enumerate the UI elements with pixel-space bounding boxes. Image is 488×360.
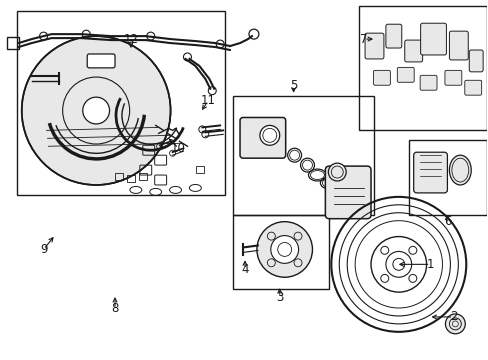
- Text: 10: 10: [171, 142, 185, 155]
- Text: 5: 5: [289, 79, 297, 92]
- Ellipse shape: [448, 155, 470, 185]
- Text: 3: 3: [275, 291, 283, 303]
- Bar: [127, 175, 135, 182]
- FancyBboxPatch shape: [240, 117, 285, 158]
- Bar: [408, 140, 486, 215]
- FancyBboxPatch shape: [464, 80, 481, 95]
- Bar: [233, 215, 328, 289]
- FancyBboxPatch shape: [325, 166, 370, 219]
- Bar: [7, 37, 19, 49]
- Circle shape: [21, 36, 170, 185]
- Bar: [196, 166, 204, 173]
- Circle shape: [327, 163, 346, 181]
- Text: 8: 8: [111, 302, 119, 315]
- FancyBboxPatch shape: [385, 24, 401, 48]
- Text: 11: 11: [201, 94, 215, 107]
- FancyBboxPatch shape: [365, 33, 383, 59]
- Bar: [115, 173, 122, 180]
- Text: 6: 6: [443, 215, 450, 228]
- FancyBboxPatch shape: [448, 31, 468, 60]
- FancyBboxPatch shape: [444, 70, 461, 85]
- Text: 4: 4: [241, 263, 248, 276]
- Text: 9: 9: [40, 243, 47, 256]
- FancyBboxPatch shape: [419, 75, 436, 90]
- FancyBboxPatch shape: [420, 23, 446, 55]
- Text: 1: 1: [426, 258, 433, 271]
- Circle shape: [256, 222, 312, 277]
- Circle shape: [82, 97, 109, 124]
- FancyBboxPatch shape: [413, 152, 447, 193]
- Bar: [358, 6, 486, 130]
- Circle shape: [370, 237, 426, 292]
- FancyBboxPatch shape: [468, 50, 482, 72]
- FancyBboxPatch shape: [404, 40, 422, 62]
- Bar: [139, 173, 146, 180]
- Text: 12: 12: [123, 33, 138, 46]
- Bar: [17, 11, 224, 195]
- Circle shape: [259, 125, 279, 145]
- Circle shape: [270, 235, 298, 264]
- FancyBboxPatch shape: [373, 70, 389, 85]
- Circle shape: [445, 314, 464, 334]
- Text: 7: 7: [360, 33, 367, 46]
- FancyBboxPatch shape: [396, 67, 413, 82]
- FancyBboxPatch shape: [87, 54, 115, 68]
- Bar: [233, 96, 373, 215]
- Text: 2: 2: [448, 310, 456, 323]
